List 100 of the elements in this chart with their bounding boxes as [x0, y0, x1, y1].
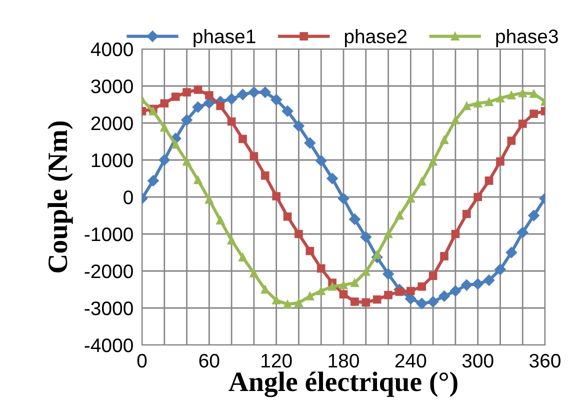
- point: [406, 194, 415, 203]
- point: [260, 171, 270, 180]
- point: [384, 290, 392, 300]
- point: [316, 264, 326, 273]
- point: [160, 123, 169, 132]
- point: [528, 210, 540, 222]
- y-tick-label: -2000: [84, 264, 133, 278]
- point: [282, 106, 294, 117]
- point: [304, 137, 316, 149]
- x-tick-label: 180: [328, 354, 359, 368]
- point: [440, 252, 448, 260]
- point: [306, 292, 314, 300]
- x-tick-label: 60: [199, 354, 220, 368]
- point: [372, 250, 382, 259]
- point: [517, 226, 528, 238]
- point: [395, 288, 404, 296]
- point: [384, 230, 392, 238]
- point: [382, 268, 394, 280]
- point: [451, 230, 460, 238]
- point: [227, 117, 236, 126]
- point: [350, 278, 359, 288]
- x-tick-label: 120: [262, 354, 292, 368]
- point: [474, 192, 482, 202]
- point: [372, 295, 382, 304]
- x-axis-title: Angle électrique (°): [228, 372, 458, 398]
- point: [395, 211, 404, 220]
- legend-label: phase3: [496, 29, 558, 48]
- y-tick-label: 2000: [91, 116, 133, 130]
- point: [216, 216, 225, 224]
- point: [237, 88, 248, 100]
- x-tick-label: 300: [462, 354, 494, 368]
- point: [250, 269, 258, 278]
- point: [428, 272, 438, 280]
- y-tick-label: -3000: [84, 301, 133, 316]
- point: [507, 136, 516, 145]
- point: [461, 279, 472, 291]
- y-tick-label: 3000: [91, 79, 133, 94]
- point: [483, 274, 495, 286]
- x-tick-label: 360: [530, 354, 560, 368]
- point: [192, 101, 204, 113]
- y-axis-title: Couple (Nm): [48, 121, 73, 272]
- point: [160, 99, 169, 108]
- point: [440, 136, 448, 144]
- point: [316, 155, 327, 166]
- point: [283, 300, 292, 308]
- point: [270, 94, 282, 106]
- point: [462, 210, 471, 218]
- point: [484, 98, 494, 106]
- point: [248, 86, 260, 98]
- point: [158, 154, 170, 166]
- point: [496, 94, 504, 102]
- point: [362, 298, 370, 307]
- point: [339, 280, 348, 290]
- point: [205, 91, 214, 100]
- point: [474, 99, 482, 108]
- point: [194, 86, 202, 94]
- point: [406, 286, 415, 296]
- point: [316, 286, 326, 296]
- y-tick-label: 1000: [92, 153, 133, 168]
- point: [518, 88, 527, 98]
- point: [181, 114, 192, 126]
- y-tick-label: -4000: [84, 338, 133, 352]
- point: [362, 268, 370, 276]
- point: [450, 285, 462, 297]
- y-tick-label: 4000: [90, 42, 133, 56]
- y-tick-label: 0: [124, 190, 133, 204]
- point: [260, 86, 271, 98]
- point: [293, 120, 304, 132]
- point: [451, 116, 460, 124]
- point: [418, 177, 426, 186]
- point: [226, 93, 238, 105]
- point: [260, 285, 270, 294]
- point: [530, 110, 538, 118]
- point: [227, 236, 236, 244]
- point: [428, 157, 438, 166]
- point: [518, 120, 527, 128]
- point: [294, 230, 303, 238]
- point: [427, 296, 439, 308]
- point: [484, 176, 494, 185]
- point: [496, 157, 504, 166]
- point: [182, 88, 191, 96]
- legend-label: phase2: [344, 29, 407, 48]
- point: [328, 282, 336, 291]
- point: [438, 290, 450, 302]
- point: [171, 92, 180, 101]
- point: [472, 278, 484, 290]
- point: [182, 157, 191, 166]
- point: [416, 298, 428, 310]
- point: [339, 290, 348, 298]
- y-tick-label: -1000: [84, 227, 133, 242]
- point: [338, 192, 350, 204]
- point: [530, 90, 538, 98]
- x-tick-label: 240: [395, 354, 426, 368]
- point: [349, 214, 360, 225]
- x-tick-label: 0: [137, 354, 147, 368]
- point: [171, 140, 180, 149]
- point: [360, 231, 372, 243]
- point: [205, 195, 214, 204]
- point: [272, 296, 280, 304]
- point: [238, 134, 247, 144]
